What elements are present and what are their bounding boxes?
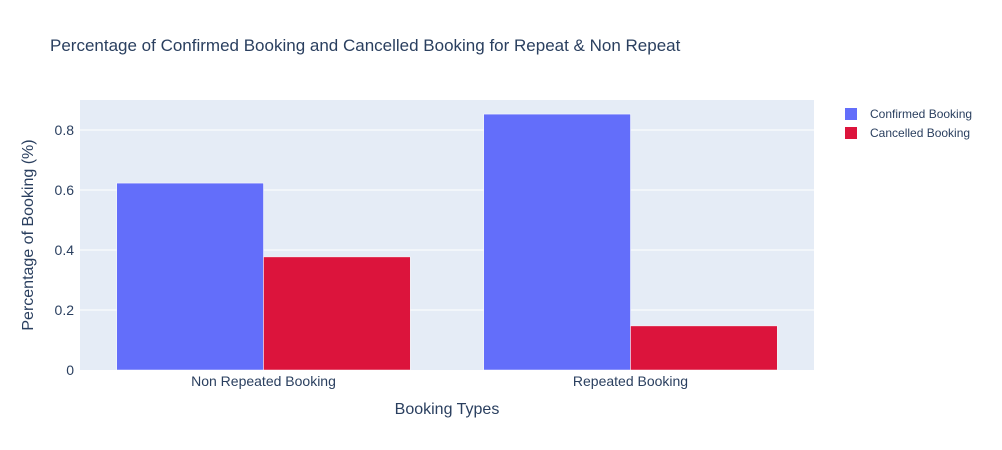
x-axis-title: Booking Types: [395, 401, 500, 418]
y-tick-label: 0.4: [55, 242, 75, 258]
bar-confirmed-booking-1[interactable]: [483, 113, 631, 371]
bar-confirmed-booking-0[interactable]: [116, 182, 264, 371]
x-tick-label: Repeated Booking: [573, 373, 688, 389]
y-axis-ticks: 0 0.2 0.4 0.6 0.8: [55, 122, 75, 378]
x-axis-ticks: Non Repeated Booking Repeated Booking: [191, 373, 688, 389]
bars[interactable]: [116, 113, 778, 371]
legend-swatch-cancelled-booking[interactable]: [845, 127, 857, 139]
chart-title: Percentage of Confirmed Booking and Canc…: [50, 36, 681, 55]
y-tick-label: 0.6: [55, 182, 75, 198]
bar-cancelled-booking-1[interactable]: [630, 325, 778, 371]
x-tick-label: Non Repeated Booking: [191, 373, 336, 389]
legend-label-confirmed-booking[interactable]: Confirmed Booking: [870, 107, 972, 121]
y-axis-title: Percentage of Booking (%): [20, 139, 37, 330]
y-tick-label: 0: [66, 362, 74, 378]
y-tick-label: 0.2: [55, 302, 75, 318]
bar-cancelled-booking-0[interactable]: [263, 256, 411, 371]
legend-swatch-confirmed-booking[interactable]: [845, 108, 857, 120]
y-tick-label: 0.8: [55, 122, 75, 138]
legend-label-cancelled-booking[interactable]: Cancelled Booking: [870, 126, 970, 140]
legend[interactable]: Confirmed Booking Cancelled Booking: [845, 107, 972, 140]
